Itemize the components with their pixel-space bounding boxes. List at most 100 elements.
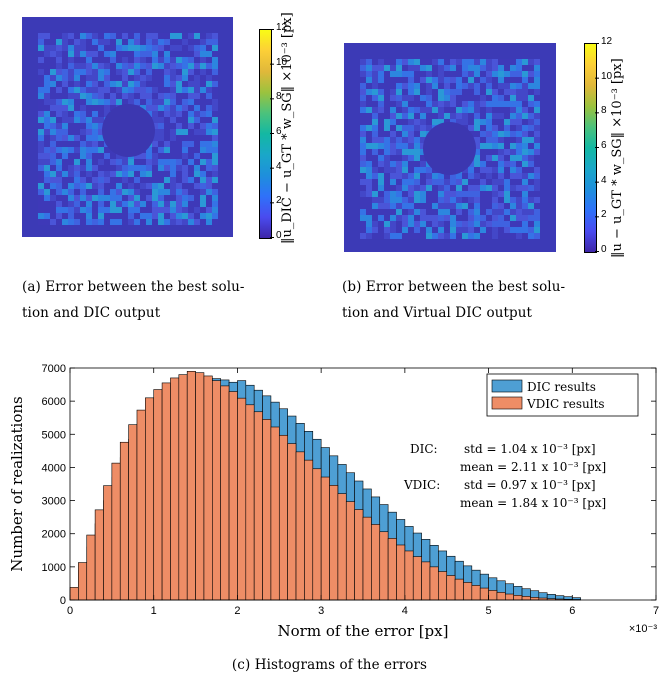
panel-a: 12 10 8 6 4 2 0 ‖u_DIC − u_GT * w_SG‖ ×10⁻³ [p…	[0, 0, 330, 340]
vdic-bar	[479, 587, 489, 601]
vdic-bar	[488, 590, 498, 601]
y-tick-label: 1000	[42, 562, 66, 574]
vdic-bar	[362, 516, 372, 601]
colorbar-a-tick-label: 0	[276, 230, 282, 241]
vdic-bar	[354, 509, 364, 601]
y-tick-label: 3000	[42, 496, 66, 508]
colorbar-a-tick-label: 12	[276, 22, 288, 33]
vdic-bar	[253, 411, 263, 601]
colorbar-b-label: ‖u − u_GT * w_SG‖ ×10⁻³ [px]	[610, 58, 625, 258]
vdic-bar	[304, 459, 314, 601]
vdic-bar	[505, 593, 514, 601]
caption-b: (b) Error between the best solu- tion an…	[342, 274, 659, 326]
vdic-bar	[195, 372, 205, 601]
legend-label: DIC results	[527, 380, 596, 394]
colorbar-b-ticks	[595, 43, 599, 252]
x-tick-label: 6	[569, 605, 575, 617]
vdic-bar	[161, 382, 171, 601]
vdic-mean-text: mean = 1.84 x 10⁻³ [px]	[460, 496, 606, 510]
y-tick-label: 7000	[42, 363, 66, 375]
vdic-bar	[203, 375, 213, 601]
vdic-bar	[412, 556, 422, 601]
vdic-bar	[438, 571, 448, 601]
vdic-bar	[86, 534, 96, 601]
colorbar-a-tick-label: 6	[276, 126, 282, 137]
x-axis-multiplier: ×10⁻³	[629, 623, 657, 635]
vdic-bar	[379, 531, 389, 601]
error-map-dic	[22, 17, 233, 237]
x-tick-label: 1	[151, 605, 157, 617]
x-tick-label: 3	[318, 605, 324, 617]
vdic-bar	[212, 380, 221, 601]
vdic-bar	[228, 391, 238, 601]
colorbar-a-tick-label: 2	[276, 195, 282, 207]
legend-label: VDIC results	[526, 397, 605, 411]
vdic-bar	[329, 485, 339, 601]
colorbar-a-ticks	[270, 29, 274, 238]
vdic-bar	[513, 595, 523, 601]
colorbar-b-tick-label: 10	[601, 70, 613, 82]
vdic-bar	[78, 562, 88, 601]
vdic-bar	[220, 385, 230, 601]
hole-region	[423, 122, 476, 175]
colorbar-a-tick-label: 10	[276, 56, 288, 68]
vdic-bar	[245, 404, 255, 601]
y-tick-label: 2000	[42, 529, 66, 541]
colorbar-b-tick-label: 0	[601, 244, 607, 255]
caption-a-line2: tion and DIC output	[22, 305, 161, 321]
dic-stat-label: DIC:	[410, 442, 438, 456]
vdic-bar	[337, 493, 347, 601]
colorbar-b-tick-label: 12	[601, 36, 613, 47]
vdic-bar	[153, 389, 163, 601]
vdic-bar	[119, 441, 129, 601]
y-tick-label: 6000	[42, 396, 66, 408]
vdic-bar	[345, 501, 355, 601]
error-map-vdic	[344, 43, 556, 252]
dic-mean-text: mean = 2.11 x 10⁻³ [px]	[460, 460, 606, 474]
vdic-bar	[463, 582, 473, 601]
vdic-bar	[262, 419, 272, 601]
vdic-bar	[94, 509, 104, 601]
caption-a: (a) Error between the best solu- tion an…	[22, 274, 337, 326]
vdic-bar	[128, 424, 138, 601]
caption-c: (c) Histograms of the errors	[231, 657, 428, 673]
colorbar-b-tick-label: 8	[601, 105, 607, 117]
vdic-bar	[396, 544, 406, 601]
y-tick-label: 0	[60, 595, 66, 607]
vdic-bar	[295, 451, 305, 601]
vdic-bar	[178, 374, 188, 601]
vdic-bar	[320, 476, 330, 601]
panel-b: 12 10 8 6 4 2 0 ‖u − u_GT * w_SG‖ ×10⁻³ [px] (…	[330, 0, 659, 340]
vdic-bar	[145, 397, 155, 601]
vdic-bar	[103, 485, 113, 601]
vdic-bar	[429, 566, 439, 601]
x-tick-label: 4	[402, 605, 408, 617]
vdic-bar	[471, 585, 481, 601]
caption-b-line2: tion and Virtual DIC output	[342, 305, 533, 321]
vdic-bar	[446, 575, 456, 601]
vdic-bar	[387, 538, 397, 601]
plot-frame	[69, 367, 657, 601]
colorbar-b-tick-label: 6	[601, 140, 607, 151]
y-tick-label: 4000	[42, 462, 66, 474]
vdic-bar	[371, 524, 381, 601]
vdic-stat-label: VDIC:	[403, 478, 440, 492]
error-map-vdic-image	[360, 59, 540, 239]
vdic-bar	[496, 592, 506, 601]
colorbar-a-label: ‖u_DIC − u_GT * w_SG‖ ×10⁻³ [px]	[280, 12, 295, 244]
vdic-std-text: std = 0.97 x 10⁻³ [px]	[464, 478, 596, 492]
vdic-bar	[270, 426, 280, 601]
x-tick-label: 5	[486, 605, 492, 617]
vdic-bar	[287, 443, 297, 601]
vdic-bar	[111, 462, 121, 601]
y-axis-label: Number of realizations	[8, 396, 26, 571]
colorbar-b-tick-label: 4	[601, 174, 607, 186]
vdic-bar	[186, 371, 196, 601]
histogram-chart: 0 1 2 3 4 5 6 7 0 1000 2000 3000 4000 5000 6000 7000 Nor…	[8, 363, 659, 640]
legend-swatch	[491, 396, 523, 410]
legend-swatch	[491, 379, 523, 393]
x-tick-label: 0	[67, 605, 73, 617]
vdic-bar	[312, 468, 322, 601]
dic-std-text: std = 1.04 x 10⁻³ [px]	[464, 442, 596, 456]
caption-a-line1: (a) Error between the best solu-	[22, 279, 245, 295]
